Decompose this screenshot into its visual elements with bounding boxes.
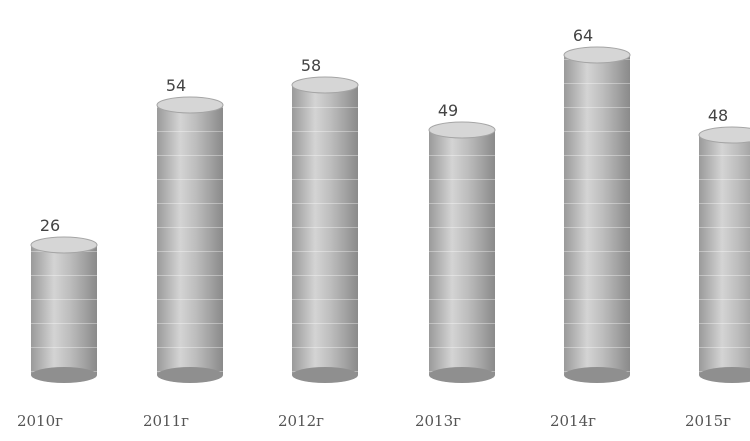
bar-bottom-cap bbox=[699, 367, 750, 383]
data-label: 64 bbox=[573, 26, 593, 45]
category-label: 2012г bbox=[278, 412, 324, 430]
bar-2013г bbox=[428, 121, 496, 383]
bar-2010г bbox=[30, 236, 98, 383]
category-label: 2013г bbox=[415, 412, 461, 430]
bar-2011г bbox=[156, 96, 224, 383]
bars-layer bbox=[30, 46, 750, 383]
bar-top-cap bbox=[698, 126, 750, 144]
data-label: 48 bbox=[708, 106, 728, 125]
category-label: 2011г bbox=[143, 412, 189, 430]
bar-texture bbox=[157, 105, 223, 375]
bar-top-cap bbox=[156, 96, 224, 114]
bar-texture bbox=[564, 55, 630, 375]
bar-bottom-cap bbox=[292, 367, 358, 383]
bar-bottom-cap bbox=[429, 367, 495, 383]
bar-texture bbox=[31, 245, 97, 375]
category-label: 2014г bbox=[550, 412, 596, 430]
bar-bottom-cap bbox=[31, 367, 97, 383]
data-label: 54 bbox=[166, 76, 186, 95]
data-label: 49 bbox=[438, 101, 458, 120]
data-label: 26 bbox=[40, 216, 60, 235]
bar-texture bbox=[699, 135, 750, 375]
bar-bottom-cap bbox=[564, 367, 630, 383]
bar-top-cap bbox=[563, 46, 631, 64]
bar-texture bbox=[429, 130, 495, 375]
bar-texture bbox=[292, 85, 358, 375]
data-label: 58 bbox=[301, 56, 321, 75]
bar-top-cap bbox=[30, 236, 98, 254]
bar-top-cap bbox=[291, 76, 359, 94]
category-label: 2010г bbox=[17, 412, 63, 430]
bar-2012г bbox=[291, 76, 359, 383]
category-labels-layer: 2010г 2011г 2012г 2013г 2014г 2015г bbox=[17, 412, 731, 430]
bar-2015г bbox=[698, 126, 750, 383]
category-label: 2015г bbox=[685, 412, 731, 430]
bar-2014г bbox=[563, 46, 631, 383]
value-labels-layer: 26 54 58 49 64 48 bbox=[40, 26, 728, 235]
bar-top-cap bbox=[428, 121, 496, 139]
bar-bottom-cap bbox=[157, 367, 223, 383]
